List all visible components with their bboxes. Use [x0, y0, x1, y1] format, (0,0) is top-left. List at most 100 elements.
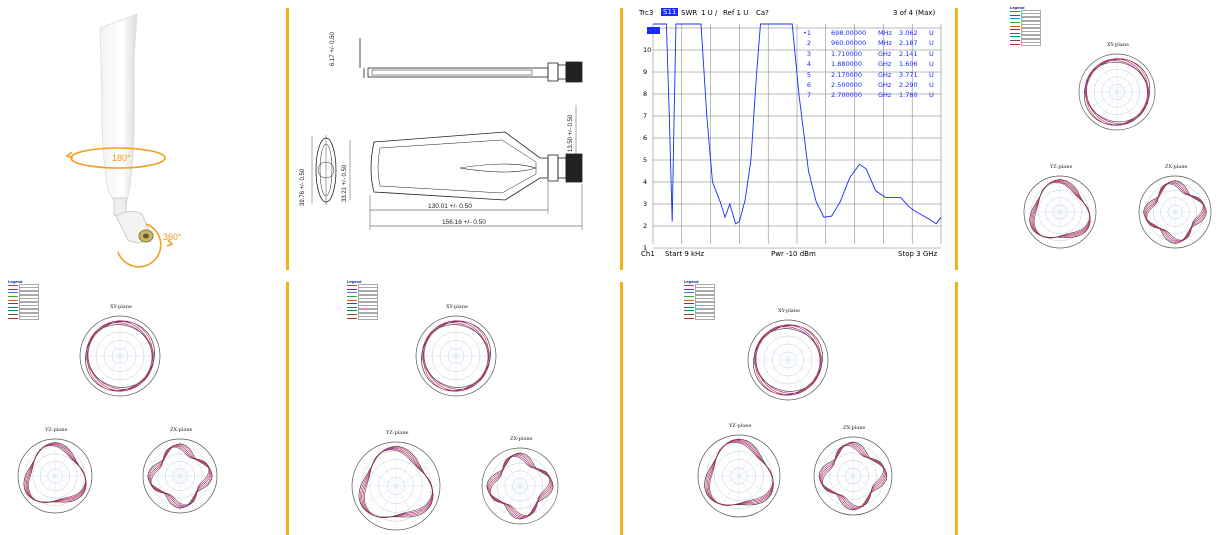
pattern-trace	[821, 444, 885, 508]
pattern-trace	[489, 455, 551, 517]
legend-title: Legend	[347, 280, 362, 284]
yz-plane-label: YZ-plane	[1050, 164, 1073, 170]
polar-plots	[1023, 53, 1212, 249]
marker-freq: 2.170000	[831, 70, 863, 79]
zx-plane-plot	[142, 438, 218, 514]
legend-row	[684, 290, 715, 295]
legend-row	[8, 290, 39, 295]
vna-trace-label: Trc3	[639, 9, 654, 17]
legend-row	[347, 316, 378, 321]
polar-spoke	[85, 355, 121, 377]
pattern-legend: Legend	[1010, 6, 1041, 47]
legend-row	[684, 308, 715, 313]
legend-box	[1021, 24, 1041, 29]
pattern-trace	[709, 441, 774, 506]
pattern-trace	[1033, 181, 1091, 239]
polar-spoke	[852, 456, 887, 477]
legend-swatch	[684, 314, 694, 316]
marker-id: •1	[803, 29, 811, 37]
legend-title: Legend	[1010, 6, 1025, 10]
polar-spoke	[753, 359, 789, 381]
y-tick-label: 9	[643, 68, 648, 76]
legend-box	[358, 283, 378, 288]
rotation-180-label: 180°	[112, 153, 131, 163]
polar-spoke	[500, 485, 521, 519]
marker-unit: GHz	[878, 70, 892, 79]
legend-row	[1010, 16, 1041, 21]
polar-spoke	[1174, 180, 1194, 213]
polar-spoke	[738, 475, 760, 512]
legend-row	[1010, 31, 1041, 36]
zx-plane-plot	[481, 447, 559, 525]
marker-id: 7	[806, 91, 811, 100]
legend-row	[1010, 27, 1041, 32]
polar-spoke	[1059, 211, 1092, 231]
radiation-pattern-panel-3: XY-plane YZ-plane ZX-plane Legend	[290, 278, 620, 535]
legend-swatch	[1010, 32, 1020, 34]
legend-box	[1021, 20, 1041, 25]
polar-spoke	[395, 485, 435, 509]
marker-unit: GHz	[878, 81, 892, 89]
vna-param-badge: S11	[661, 8, 679, 16]
legend-row	[684, 287, 715, 292]
marker-unit: GHz	[878, 60, 892, 69]
radiation-pattern-panel-4: XY-plane YZ-plane ZX-plane Legend	[624, 278, 954, 535]
polar-spoke	[147, 475, 181, 495]
legend-box	[695, 283, 715, 288]
polar-spoke	[787, 339, 823, 361]
legend-box	[695, 305, 715, 310]
polar-spoke	[519, 485, 553, 506]
marker-unit: GHz	[878, 91, 892, 100]
vna-trace-indicator	[647, 27, 660, 34]
polar-spoke	[500, 453, 521, 487]
y-tick-label: 5	[643, 156, 648, 164]
legend-swatch	[347, 299, 357, 301]
legend-row	[684, 283, 715, 288]
legend-box	[695, 298, 715, 303]
legend-row	[1010, 13, 1041, 18]
polar-spoke	[161, 443, 181, 477]
vna-channel: Ch1	[641, 250, 655, 258]
legend-row	[8, 287, 39, 292]
legend-box	[1021, 31, 1041, 36]
xy-plane-label: XY-plane	[446, 304, 468, 310]
marker-freq: 698.00000	[831, 29, 867, 37]
pattern-trace	[489, 455, 551, 517]
zx-plane-plot	[1138, 175, 1212, 249]
vna-start: Start 9 kHz	[665, 250, 704, 258]
legend-swatch	[1010, 40, 1020, 42]
legend-box	[1021, 34, 1041, 39]
legend-swatch	[684, 317, 694, 319]
swr-trace	[653, 23, 942, 225]
legend-swatch	[347, 292, 357, 294]
polar-plots	[697, 319, 893, 518]
pattern-trace	[487, 453, 553, 519]
y-tick-label: 3	[643, 200, 648, 208]
legend-swatch	[1010, 18, 1020, 20]
legend-swatch	[1010, 29, 1020, 31]
legend-box	[695, 316, 715, 321]
legend-swatch	[347, 285, 357, 287]
legend-row	[347, 290, 378, 295]
zx-plane-label: ZX-plane	[1165, 164, 1188, 170]
pattern-trace	[422, 324, 490, 388]
dim-top-thickness: 6.17 +/- 0.50	[330, 32, 336, 66]
legend-swatch	[347, 317, 357, 319]
xy-plane-label: XY-plane	[778, 308, 800, 314]
marker-value-unit: U	[929, 29, 934, 37]
legend-box	[19, 308, 39, 313]
polar-spoke	[1059, 211, 1079, 244]
polar-spoke	[357, 485, 397, 509]
legend-box	[695, 287, 715, 292]
polar-spoke	[36, 475, 56, 509]
legend-row	[347, 298, 378, 303]
marker-id: 2	[806, 39, 811, 48]
polar-spoke	[787, 359, 809, 395]
dim-side-thickness: 39.76 +/- 0.50	[300, 168, 306, 206]
marker-value-unit: U	[929, 60, 934, 69]
legend-box	[695, 301, 715, 306]
yz-plane-plot	[351, 441, 441, 531]
legend-box	[358, 287, 378, 292]
polar-spoke	[1028, 193, 1061, 213]
legend-swatch	[684, 296, 694, 298]
